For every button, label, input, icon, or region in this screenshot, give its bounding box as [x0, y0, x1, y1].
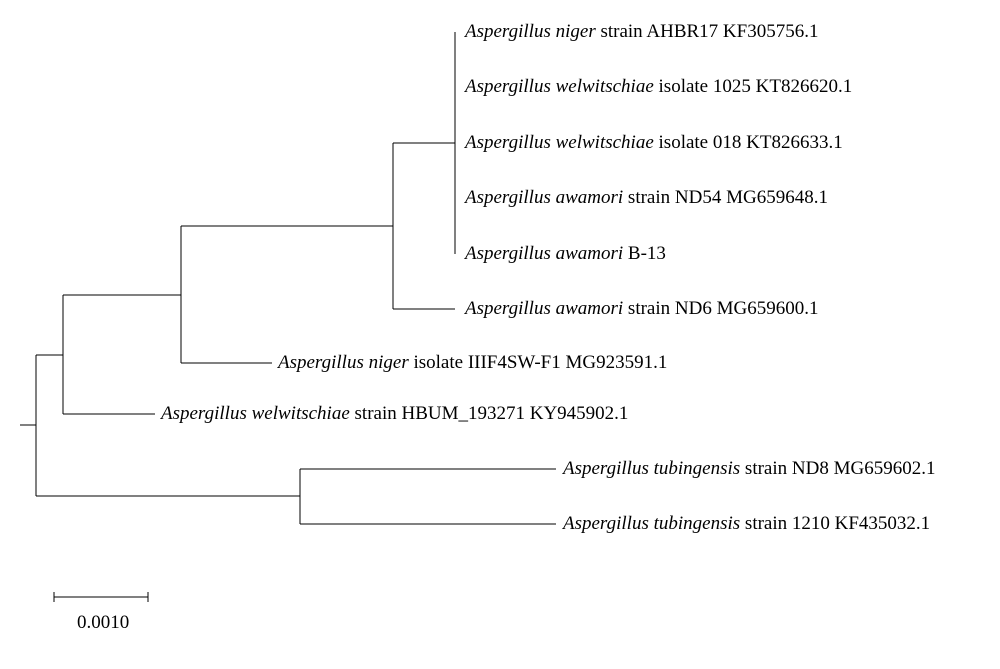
scale-bar	[0, 0, 1000, 669]
scale-label: 0.0010	[77, 612, 129, 634]
phylo-tree-canvas: Aspergillus niger strain AHBR17 KF305756…	[0, 0, 1000, 669]
